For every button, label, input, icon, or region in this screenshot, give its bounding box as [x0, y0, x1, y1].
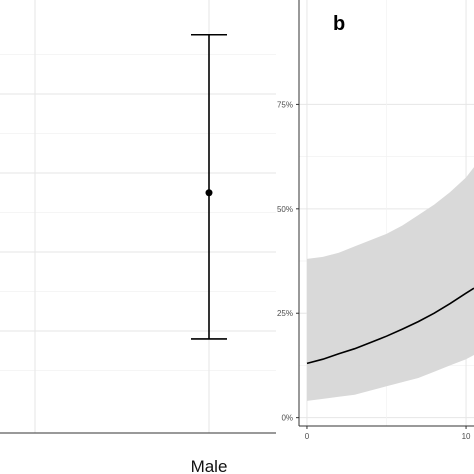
panel-b-y-tick-label: 0%	[281, 414, 293, 423]
panel-b: 0% 25% 50% 75% 0 10 b	[277, 0, 474, 441]
panel-b-confidence-band	[307, 167, 474, 401]
panel-a: Male	[0, 0, 276, 474]
point-estimate	[205, 189, 213, 197]
panel-b-y-tick-label: 75%	[277, 100, 293, 109]
confidence-band-area	[307, 167, 474, 401]
panel-b-label: b	[333, 13, 345, 35]
panel-a-x-tick-label: Male	[191, 457, 228, 474]
panel-b-x-ticks: 0 10	[305, 426, 471, 441]
panel-b-y-tick-label: 50%	[277, 205, 293, 214]
panel-b-fitted-line	[306, 287, 474, 365]
panel-a-marks	[191, 33, 227, 340]
panel-b-y-ticks: 0% 25% 50% 75%	[277, 100, 299, 423]
panel-b-x-tick-label: 10	[462, 432, 471, 441]
fitted-line-path	[306, 287, 474, 365]
panel-a-gridlines	[0, 0, 276, 433]
panel-b-x-tick-label: 0	[305, 432, 310, 441]
panel-b-y-tick-label: 25%	[277, 309, 293, 318]
